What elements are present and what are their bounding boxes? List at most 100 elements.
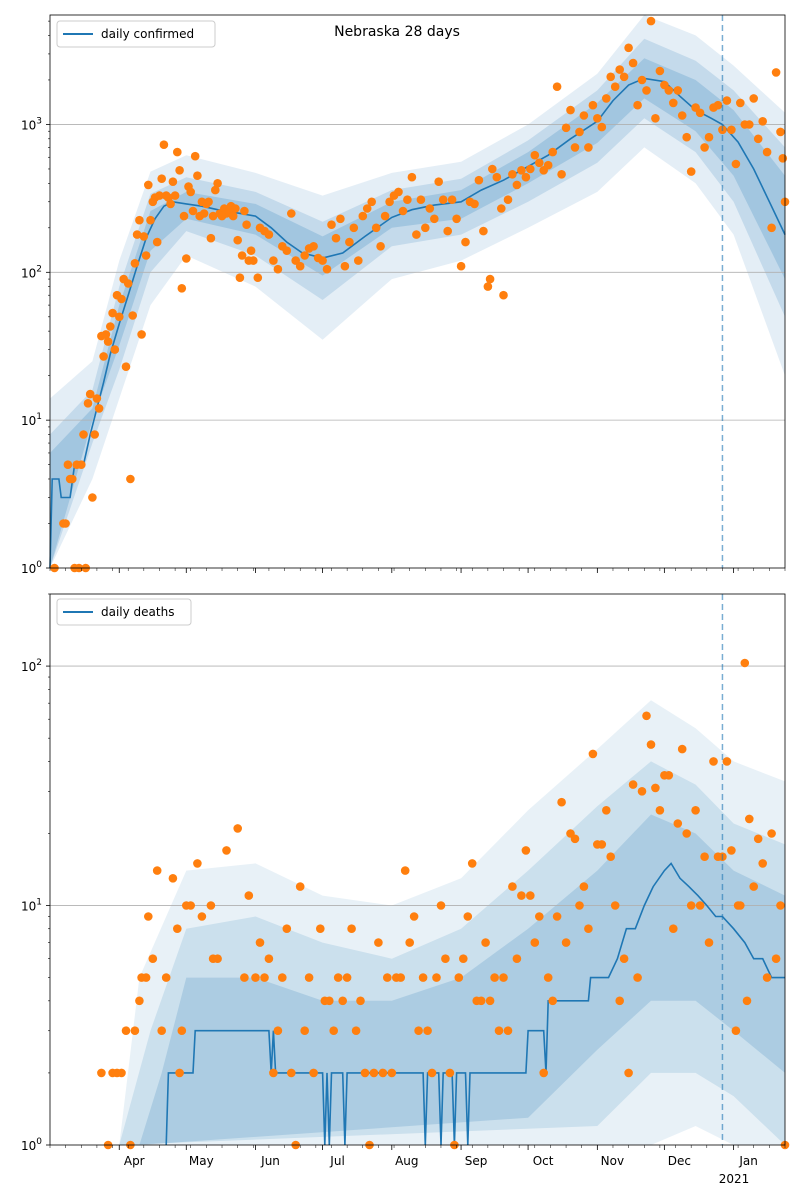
data-point-155 <box>548 147 557 157</box>
uncertainty-band-1 <box>50 38 785 568</box>
data-point-139 <box>483 282 493 291</box>
x-tick-label-6: Oct <box>533 1154 554 1168</box>
data-point-27 <box>222 846 231 855</box>
data-point-43 <box>304 973 314 982</box>
data-point-114 <box>624 1068 633 1078</box>
data-point-64 <box>199 209 209 218</box>
uncertainty-band-1 <box>119 761 786 1145</box>
data-point-45 <box>316 924 325 933</box>
y-tick-label-0: 100 <box>21 560 42 576</box>
data-point-109 <box>602 806 611 815</box>
data-point-35 <box>135 215 144 225</box>
data-point-66 <box>204 197 213 207</box>
data-point-19 <box>177 1026 187 1035</box>
data-point-99 <box>557 797 566 807</box>
data-point-168 <box>606 72 615 82</box>
data-point-68 <box>418 973 428 982</box>
data-point-156 <box>552 82 562 91</box>
data-point-54 <box>177 284 187 293</box>
data-point-86 <box>499 973 508 982</box>
data-point-58 <box>374 938 383 947</box>
data-point-124 <box>669 924 678 933</box>
data-point-131 <box>700 852 709 861</box>
data-point-13 <box>152 866 162 875</box>
data-point-22 <box>193 859 202 868</box>
data-point-128 <box>686 901 696 910</box>
data-point-184 <box>677 111 687 120</box>
data-point-80 <box>235 273 245 283</box>
data-point-38 <box>282 924 292 933</box>
data-point-87 <box>253 273 263 283</box>
data-point-78 <box>231 204 240 213</box>
data-point-42 <box>300 1026 310 1035</box>
data-point-192 <box>713 100 723 110</box>
data-point-30 <box>244 891 254 900</box>
data-point-196 <box>731 159 741 169</box>
data-point-125 <box>421 223 430 233</box>
x-tick-label-2: Jun <box>260 1154 280 1168</box>
data-point-4 <box>117 1068 126 1078</box>
data-point-87 <box>503 1026 513 1035</box>
data-point-140 <box>485 274 495 284</box>
data-point-185 <box>682 132 691 142</box>
data-point-24 <box>206 901 216 910</box>
data-point-164 <box>588 100 598 110</box>
data-point-138 <box>731 1026 741 1035</box>
data-point-5 <box>68 474 77 484</box>
data-point-14 <box>157 1026 166 1035</box>
data-point-98 <box>300 251 310 260</box>
data-point-85 <box>494 1026 504 1035</box>
uncertainty-band-0 <box>119 700 786 1145</box>
data-point-10 <box>141 973 151 982</box>
data-point-17 <box>94 404 104 413</box>
data-point-131 <box>447 195 457 204</box>
data-point-142 <box>742 996 752 1006</box>
data-point-138 <box>479 226 488 236</box>
data-point-111 <box>358 211 368 221</box>
data-point-167 <box>602 94 611 103</box>
data-point-91 <box>521 846 531 855</box>
data-point-132 <box>704 938 714 947</box>
data-point-124 <box>416 195 426 204</box>
data-point-114 <box>371 223 381 233</box>
data-point-82 <box>240 206 249 216</box>
data-point-146 <box>508 170 517 179</box>
data-point-8 <box>135 996 144 1006</box>
x-tick-label-4: Aug <box>395 1154 418 1168</box>
confirmed-plot-area <box>50 15 785 568</box>
data-point-136 <box>722 757 732 766</box>
deaths-plot-area <box>50 594 785 1145</box>
x-tick-label-5: Sep <box>465 1154 488 1168</box>
deaths-legend: daily deaths <box>56 598 192 626</box>
data-point-130 <box>695 901 705 910</box>
data-point-118 <box>642 711 651 721</box>
data-point-29 <box>121 362 131 372</box>
data-point-20 <box>101 330 111 339</box>
data-point-31 <box>251 973 260 982</box>
data-point-102 <box>570 834 580 844</box>
data-point-157 <box>557 170 566 179</box>
data-point-16 <box>92 394 102 403</box>
data-point-123 <box>412 230 421 239</box>
data-point-133 <box>709 757 718 766</box>
data-point-52 <box>347 924 356 933</box>
data-point-174 <box>633 100 642 110</box>
data-point-19 <box>99 352 108 361</box>
data-point-86 <box>249 256 258 265</box>
data-point-9 <box>77 460 86 470</box>
data-point-34 <box>132 230 142 239</box>
data-point-142 <box>492 172 502 182</box>
data-point-64 <box>400 866 410 875</box>
x-tick-label-9: Jan <box>738 1154 758 1168</box>
data-point-105 <box>331 233 341 243</box>
data-point-145 <box>753 834 763 844</box>
data-point-79 <box>233 235 242 245</box>
data-point-78 <box>463 912 473 921</box>
data-point-0 <box>97 1068 106 1078</box>
x-tick-label-8: Dec <box>668 1154 691 1168</box>
data-point-176 <box>642 86 651 95</box>
data-point-81 <box>476 996 486 1006</box>
data-point-88 <box>508 882 517 891</box>
data-point-68 <box>208 211 218 221</box>
data-point-148 <box>767 829 776 838</box>
